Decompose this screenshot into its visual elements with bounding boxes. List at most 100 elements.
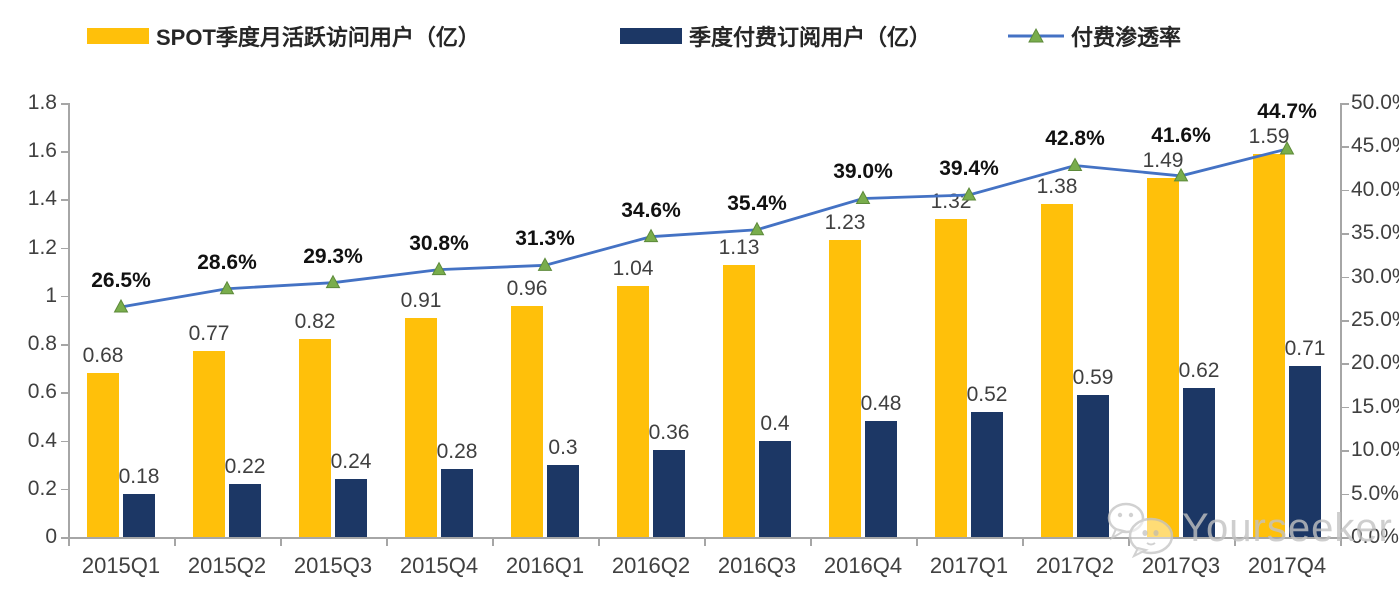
legend-line-marker-icon bbox=[1008, 27, 1064, 45]
x-tick-label: 2016Q4 bbox=[823, 553, 903, 578]
watermark: Yourseeker bbox=[1104, 498, 1393, 558]
y-axis-right-tick bbox=[1342, 450, 1349, 452]
y-tick-label-left: 0.8 bbox=[27, 332, 57, 356]
penetration-marker-icon bbox=[325, 274, 341, 289]
y-axis-left-tick bbox=[61, 247, 68, 250]
y-axis-left-tick bbox=[61, 344, 68, 346]
y-axis-left-tick bbox=[61, 440, 68, 443]
bar-value-label-subscribers: 0.18 bbox=[118, 464, 160, 488]
y-tick-label-left: 1.8 bbox=[27, 91, 57, 114]
bar-value-label-subscribers: 0.22 bbox=[224, 454, 266, 478]
bar-mau bbox=[193, 351, 225, 537]
y-tick-label-right: 5.0% bbox=[1351, 481, 1399, 505]
y-tick-label-left: 0.4 bbox=[27, 428, 57, 452]
bar-subscribers bbox=[335, 479, 367, 537]
penetration-marker-icon bbox=[219, 280, 235, 295]
x-tick-label: 2017Q3 bbox=[1141, 553, 1221, 578]
legend-swatch-subscribers-icon bbox=[620, 28, 682, 44]
bar-mau bbox=[935, 218, 967, 537]
bar-mau bbox=[829, 240, 861, 537]
x-axis-tick bbox=[1128, 539, 1130, 546]
penetration-pct-label: 34.6% bbox=[621, 198, 681, 222]
legend-item-subscribers: 季度付费订阅用户（亿） bbox=[620, 20, 931, 52]
bar-value-label-mau: 1.32 bbox=[930, 189, 972, 213]
penetration-pct-label: 30.8% bbox=[409, 231, 469, 255]
penetration-marker-icon bbox=[431, 261, 447, 276]
wechat-icon bbox=[1104, 498, 1178, 558]
penetration-pct-label: 26.5% bbox=[91, 268, 151, 292]
penetration-pct-label: 39.0% bbox=[833, 160, 893, 184]
penetration-pct-label: 44.7% bbox=[1257, 99, 1317, 123]
y-axis-right-tick bbox=[1342, 276, 1349, 279]
x-axis-tick bbox=[916, 539, 918, 546]
bar-value-label-mau: 0.68 bbox=[82, 344, 124, 368]
y-axis-right-tick bbox=[1342, 103, 1349, 105]
x-tick-label: 2017Q1 bbox=[929, 553, 1009, 578]
y-tick-label-right: 40.0% bbox=[1351, 177, 1399, 201]
y-axis-right-tick bbox=[1342, 406, 1349, 409]
penetration-marker-icon bbox=[113, 298, 129, 313]
y-axis-left bbox=[68, 103, 70, 537]
y-tick-label-right: 15.0% bbox=[1351, 394, 1399, 418]
y-tick-label-right: 25.0% bbox=[1351, 308, 1399, 331]
y-tick-label-left: 0.2 bbox=[27, 476, 57, 500]
y-tick-label-right: 0.0% bbox=[1351, 525, 1399, 548]
y-axis-left-tick bbox=[61, 295, 68, 298]
x-axis-tick bbox=[492, 539, 494, 546]
x-tick-label: 2016Q2 bbox=[611, 553, 691, 578]
y-tick-label-left: 1.2 bbox=[27, 235, 57, 259]
bar-value-label-subscribers: 0.3 bbox=[548, 435, 578, 459]
bar-subscribers bbox=[123, 493, 155, 537]
bar-value-label-subscribers: 0.71 bbox=[1284, 336, 1326, 360]
x-axis-tick bbox=[68, 539, 70, 546]
y-axis-right-tick bbox=[1342, 493, 1349, 496]
bar-subscribers bbox=[441, 469, 473, 537]
y-axis-left-tick bbox=[61, 488, 68, 491]
y-axis-right-tick bbox=[1342, 363, 1349, 365]
y-tick-label-left: 1 bbox=[45, 283, 57, 307]
bar-subscribers bbox=[1183, 387, 1215, 537]
penetration-marker-icon bbox=[643, 228, 659, 243]
y-axis-right-tick bbox=[1342, 146, 1349, 148]
x-axis-tick bbox=[174, 539, 176, 546]
x-tick-label: 2015Q3 bbox=[293, 553, 373, 578]
penetration-pct-label: 31.3% bbox=[515, 227, 575, 251]
penetration-pct-label: 42.8% bbox=[1045, 127, 1105, 151]
bar-subscribers bbox=[971, 411, 1003, 537]
penetration-pct-label: 29.3% bbox=[303, 244, 363, 268]
x-tick-label: 2017Q2 bbox=[1035, 553, 1115, 578]
legend-item-mau: SPOT季度月活跃访问用户（亿） bbox=[87, 20, 480, 52]
bar-subscribers bbox=[1077, 394, 1109, 537]
penetration-marker-icon bbox=[537, 257, 553, 271]
y-axis-right-tick bbox=[1342, 233, 1349, 235]
bar-mau bbox=[1147, 177, 1179, 537]
y-tick-label-right: 50.0% bbox=[1351, 91, 1399, 114]
bar-value-label-subscribers: 0.52 bbox=[966, 382, 1008, 406]
x-axis-tick bbox=[1022, 539, 1024, 546]
y-tick-label-left: 1.4 bbox=[27, 187, 57, 211]
legend-label-subscribers: 季度付费订阅用户（亿） bbox=[689, 25, 932, 50]
bar-mau bbox=[617, 286, 649, 537]
bar-value-label-mau: 0.82 bbox=[294, 310, 336, 334]
bar-value-label-subscribers: 0.24 bbox=[330, 450, 372, 474]
y-axis-left-tick bbox=[61, 537, 68, 539]
bar-value-label-subscribers: 0.48 bbox=[860, 392, 902, 416]
bar-subscribers bbox=[1289, 365, 1321, 537]
x-axis-tick bbox=[386, 539, 388, 546]
bar-subscribers bbox=[547, 464, 579, 537]
legend-label-mau: SPOT季度月活跃访问用户（亿） bbox=[156, 25, 480, 50]
y-tick-label-right: 45.0% bbox=[1351, 134, 1399, 158]
bar-value-label-mau: 0.77 bbox=[188, 322, 230, 346]
y-axis-left-tick bbox=[61, 392, 68, 394]
y-axis-right-tick bbox=[1342, 320, 1349, 322]
bar-subscribers bbox=[229, 483, 261, 537]
legend-item-penetration: 付费渗透率 bbox=[1008, 20, 1181, 52]
y-tick-label-right: 35.0% bbox=[1351, 221, 1399, 245]
watermark-text: Yourseeker bbox=[1182, 505, 1393, 550]
y-tick-label-left: 0 bbox=[45, 525, 57, 548]
penetration-pct-label: 35.4% bbox=[727, 191, 787, 215]
y-axis-right bbox=[1340, 103, 1342, 537]
x-axis-tick bbox=[280, 539, 282, 546]
y-tick-label-right: 10.0% bbox=[1351, 438, 1399, 462]
